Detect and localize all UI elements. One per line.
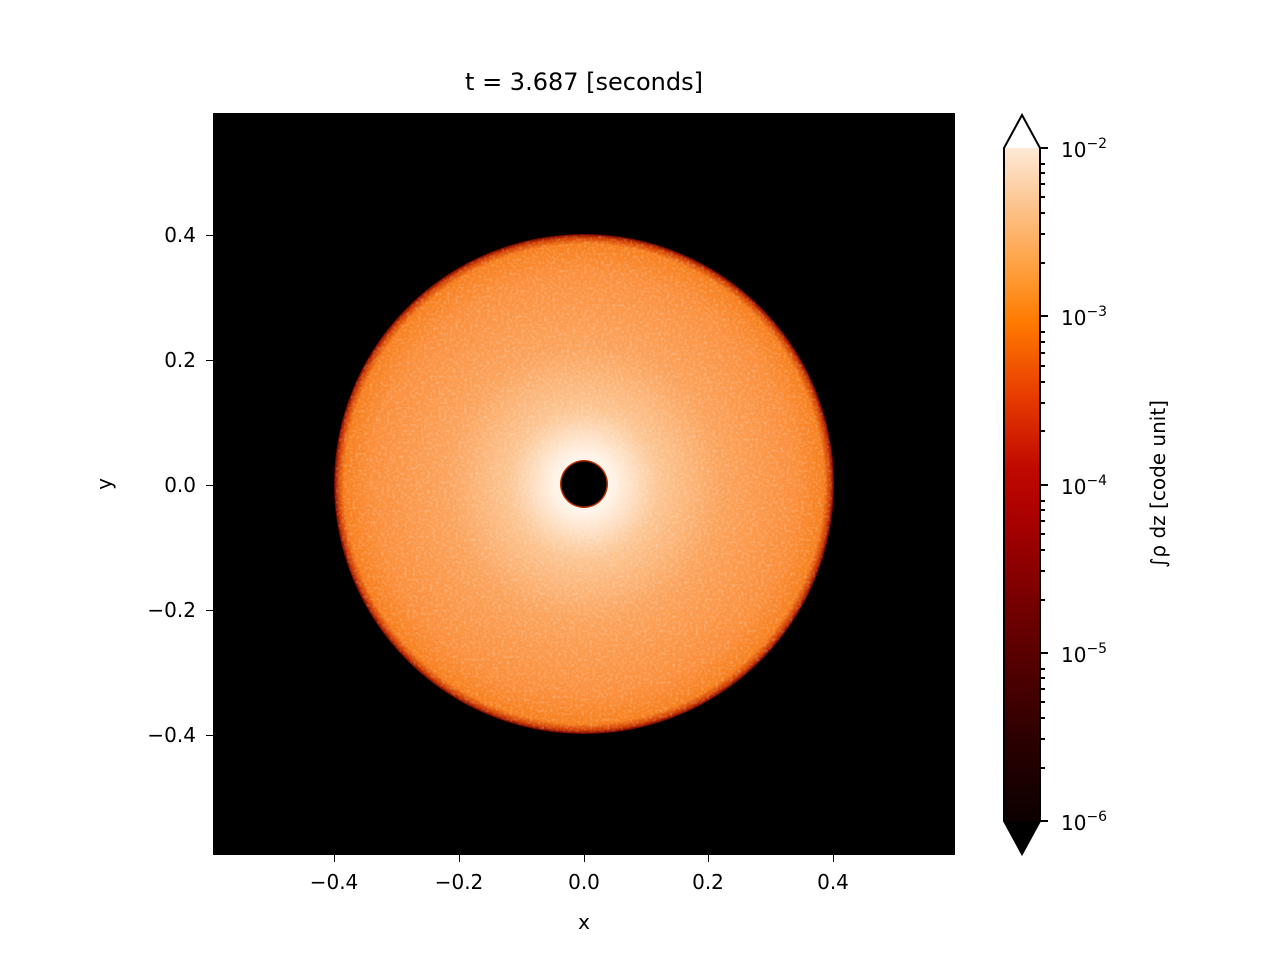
colorbar (1001, 112, 1043, 858)
y-tick (206, 485, 213, 486)
colorbar-tick (1040, 820, 1048, 822)
density-disk-image (334, 234, 834, 734)
y-axis-label: y (92, 478, 116, 490)
colorbar-tick-label: 10−5 (1061, 641, 1108, 667)
x-tick (584, 855, 585, 862)
y-tick-label: 0.4 (164, 223, 196, 247)
colorbar-tick (1040, 147, 1048, 149)
colorbar-tick-label: 10−6 (1061, 809, 1108, 835)
x-tick (833, 855, 834, 862)
y-tick-label: −0.2 (147, 598, 196, 622)
colorbar-tick (1040, 315, 1048, 317)
density-map (213, 113, 955, 855)
y-tick (206, 235, 213, 236)
y-tick-label: 0.2 (164, 348, 196, 372)
x-tick (459, 855, 460, 862)
y-tick (206, 610, 213, 611)
y-tick-label: 0.0 (164, 473, 196, 497)
colorbar-label: ∫ρ dz [code unit] (1146, 400, 1170, 568)
x-tick-label: 0.2 (692, 870, 724, 894)
x-tick (708, 855, 709, 862)
x-axis-label: x (578, 910, 590, 934)
x-tick-label: −0.2 (434, 870, 484, 894)
y-tick (206, 735, 213, 736)
y-tick-label: −0.4 (147, 723, 196, 747)
colorbar-tick-label: 10−3 (1061, 304, 1108, 330)
x-tick-label: 0.0 (568, 870, 600, 894)
x-tick-label: 0.4 (817, 870, 849, 894)
colorbar-tick-label: 10−4 (1061, 473, 1108, 499)
x-tick (334, 855, 335, 862)
chart-title: t = 3.687 [seconds] (465, 68, 703, 96)
y-tick (206, 360, 213, 361)
x-tick-label: −0.4 (309, 870, 359, 894)
colorbar-tick (1040, 484, 1048, 486)
colorbar-tick (1040, 652, 1048, 654)
colorbar-tick-label: 10−2 (1061, 136, 1108, 162)
